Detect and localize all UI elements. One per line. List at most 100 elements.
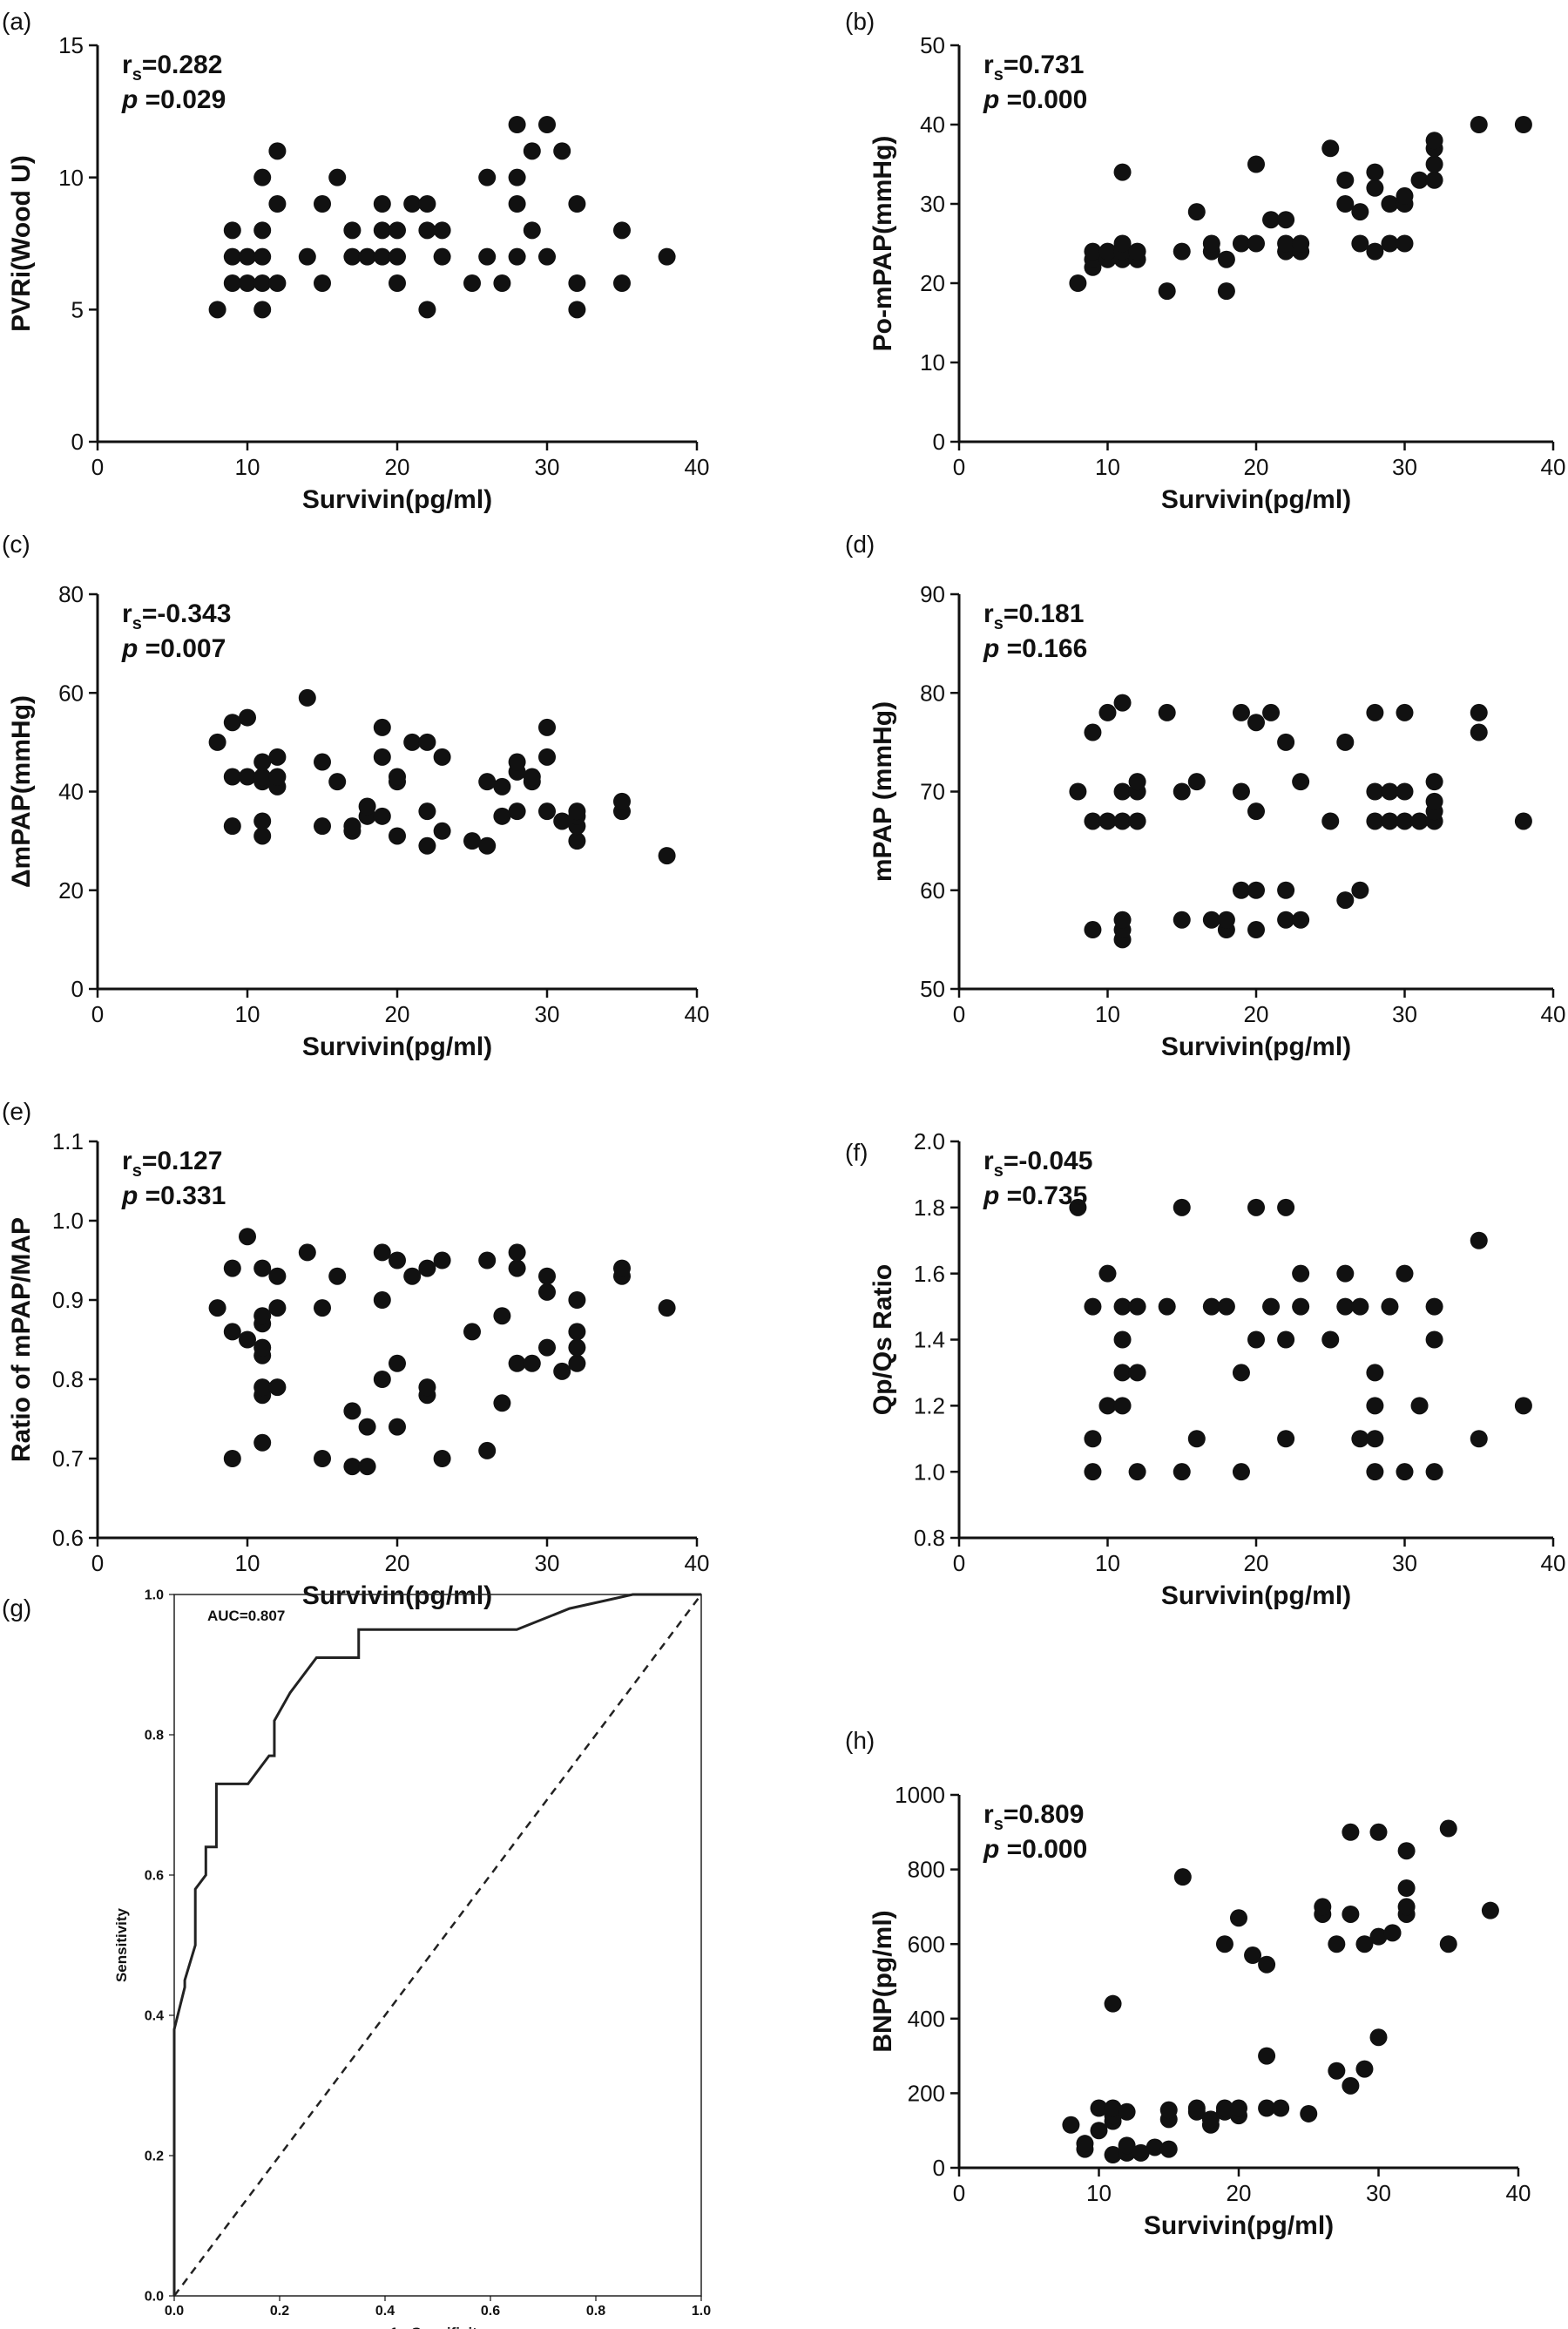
data-point: [1397, 1879, 1416, 1897]
data-point: [493, 274, 511, 292]
data-point: [1470, 703, 1488, 721]
data-point: [268, 1378, 287, 1397]
data-point: [314, 1299, 331, 1317]
data-point: [1069, 274, 1087, 292]
data-point: [538, 116, 556, 133]
y-tick-label: 0.4: [145, 2009, 164, 2024]
y-tick-label: 1.1: [52, 1128, 84, 1154]
data-point: [1113, 694, 1132, 712]
panel-label: (c): [2, 531, 30, 558]
x-tick-label: 10: [1095, 454, 1120, 480]
data-point: [1292, 234, 1310, 253]
data-point: [1104, 2146, 1122, 2164]
data-point: [253, 274, 272, 292]
data-point: [1258, 2099, 1276, 2117]
x-tick-label: 10: [1086, 2180, 1112, 2206]
data-point: [1262, 703, 1281, 721]
data-point: [508, 1243, 526, 1262]
data-point: [1351, 881, 1369, 899]
data-point: [268, 274, 287, 292]
y-tick-label: 0.6: [52, 1525, 84, 1551]
data-point: [1336, 733, 1355, 751]
data-point: [1201, 2110, 1220, 2129]
data-point: [1098, 812, 1117, 830]
data-point: [1113, 911, 1132, 929]
data-point: [1128, 242, 1146, 261]
data-point: [223, 1450, 241, 1467]
data-point: [568, 1354, 586, 1372]
y-tick-label: 60: [920, 877, 945, 904]
y-tick-label: 0: [933, 2155, 945, 2181]
y-axis-label: Sensitivity: [113, 1907, 130, 1982]
data-point: [1277, 911, 1295, 929]
data-point: [1132, 2143, 1150, 2162]
data-point: [1342, 1823, 1360, 1841]
x-tick-label: 30: [1392, 454, 1417, 480]
data-point: [553, 1362, 571, 1380]
y-tick-label: 0.0: [145, 2290, 164, 2305]
data-point: [1262, 1297, 1281, 1316]
panel-label: (f): [845, 1139, 868, 1166]
data-point: [433, 748, 451, 766]
data-point: [1113, 163, 1132, 181]
panel-label: (h): [845, 1727, 875, 1754]
data-point: [418, 836, 436, 855]
data-point: [1396, 782, 1414, 801]
data-point: [253, 1307, 272, 1325]
data-point: [1369, 2028, 1388, 2047]
x-tick-label: 40: [1506, 2180, 1531, 2206]
data-point: [328, 773, 347, 791]
data-point: [1314, 1898, 1332, 1916]
data-point: [239, 708, 256, 727]
y-axis-label: mPAP (mmHg): [868, 701, 897, 882]
x-tick-label: 0: [953, 1001, 965, 1027]
data-point: [1128, 812, 1146, 830]
data-point: [1277, 881, 1295, 899]
y-tick-label: 800: [908, 1857, 945, 1883]
y-tick-label: 0.7: [52, 1445, 84, 1472]
data-point: [1247, 714, 1265, 732]
x-axis-label: Survivin(pg/ml): [1161, 1032, 1351, 1061]
data-point: [1158, 282, 1176, 301]
data-point: [1381, 1297, 1399, 1316]
y-tick-label: 80: [58, 581, 84, 607]
data-point: [478, 168, 497, 186]
data-point: [433, 1251, 451, 1269]
data-point: [1202, 234, 1220, 253]
x-tick-label: 20: [1227, 2180, 1252, 2206]
x-tick-label: 40: [685, 454, 710, 480]
data-point: [268, 1267, 287, 1285]
x-tick-label: 40: [1541, 454, 1566, 480]
data-point: [1366, 163, 1384, 181]
y-tick-label: 0.9: [52, 1287, 84, 1313]
data-point: [1396, 234, 1414, 253]
data-point: [1277, 1330, 1295, 1349]
data-point: [343, 247, 362, 266]
data-point: [1113, 1397, 1132, 1415]
data-point: [253, 1338, 272, 1357]
data-point: [1396, 703, 1414, 721]
data-point: [389, 1418, 406, 1436]
data-point: [508, 195, 526, 213]
data-point: [508, 802, 526, 821]
y-tick-label: 20: [920, 270, 945, 296]
data-point: [568, 1323, 586, 1341]
data-point: [1128, 1463, 1146, 1481]
data-point: [1158, 703, 1176, 721]
data-point: [1098, 242, 1117, 261]
x-tick-label: 30: [1366, 2180, 1391, 2206]
data-point: [1217, 911, 1235, 929]
data-point: [1277, 1198, 1295, 1216]
data-point: [403, 733, 422, 751]
data-point: [343, 1458, 362, 1476]
stat-p-label: p =0.735: [983, 1181, 1087, 1210]
panel-g: (g) 0.0 0.2 0.4 0.6 0.8 1.0 0.0 0.2 0.4 0.6 0.8 1.0 1…: [2, 1588, 711, 2329]
data-point: [1128, 1297, 1146, 1316]
data-point: [613, 274, 631, 292]
x-axis-label: Survivin(pg/ml): [1144, 2211, 1334, 2240]
data-point: [1425, 773, 1443, 791]
x-axis-label: Survivin(pg/ml): [302, 1032, 492, 1061]
data-point: [1159, 2140, 1178, 2158]
data-point: [1084, 1430, 1102, 1448]
